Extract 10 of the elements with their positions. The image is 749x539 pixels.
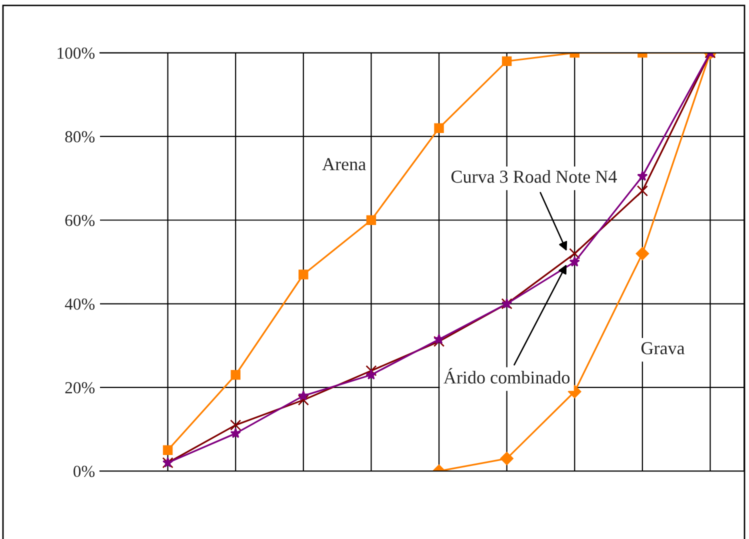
y-tick-label: 20% — [65, 382, 95, 394]
y-tick-label: 80% — [65, 131, 95, 142]
y-tick-label: 100% — [58, 48, 95, 59]
series-label: Árido combinado — [444, 368, 570, 384]
y-tick-label: 60% — [65, 214, 95, 226]
y-tick-label: 40% — [64, 298, 95, 310]
series-label: Curva 3 Road Note N4 — [451, 170, 617, 183]
y-tick-label: 0% — [74, 466, 95, 478]
series-label: Arena — [322, 158, 366, 170]
text: Grava — [641, 342, 685, 354]
